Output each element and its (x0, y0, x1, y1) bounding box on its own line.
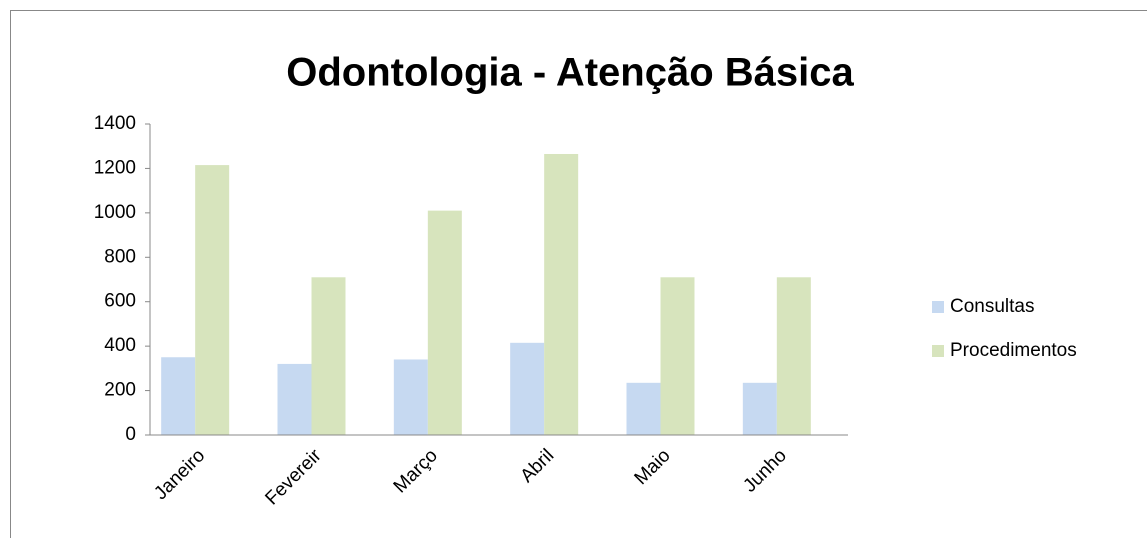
bar (427, 210, 462, 435)
x-tick-label: Abril (517, 445, 559, 487)
bar (660, 277, 695, 435)
bar (311, 277, 346, 435)
legend-label: Consultas (950, 296, 1035, 317)
y-tick-label: 400 (104, 335, 136, 356)
y-tick-label: 1400 (94, 113, 136, 134)
y-tick-label: 1200 (94, 157, 136, 178)
bar (277, 363, 312, 435)
y-tick-label: 800 (104, 246, 136, 267)
bar (393, 359, 428, 435)
bar (742, 382, 777, 435)
y-tick-label: 200 (104, 380, 136, 401)
x-tick-label: Junho (739, 445, 790, 496)
chart-title: Odontologia - Atenção Básica (286, 51, 854, 95)
y-tick-label: 1000 (94, 202, 136, 223)
bar (544, 153, 579, 435)
legend-label: Procedimentos (950, 340, 1077, 361)
x-tick-label: Maio (631, 445, 675, 489)
bar (626, 382, 661, 435)
bar (776, 277, 811, 435)
x-tick-label: Março (390, 445, 442, 497)
bar (161, 357, 196, 435)
bar (195, 165, 230, 435)
x-tick-label: Fevereir (261, 445, 326, 510)
bar (510, 342, 545, 435)
y-tick-label: 0 (125, 424, 136, 445)
y-tick-label: 600 (104, 291, 136, 312)
x-tick-label: Janeiro (150, 445, 209, 504)
chart-border (10, 10, 1147, 538)
legend-swatch (932, 345, 944, 357)
legend-swatch (932, 301, 944, 313)
